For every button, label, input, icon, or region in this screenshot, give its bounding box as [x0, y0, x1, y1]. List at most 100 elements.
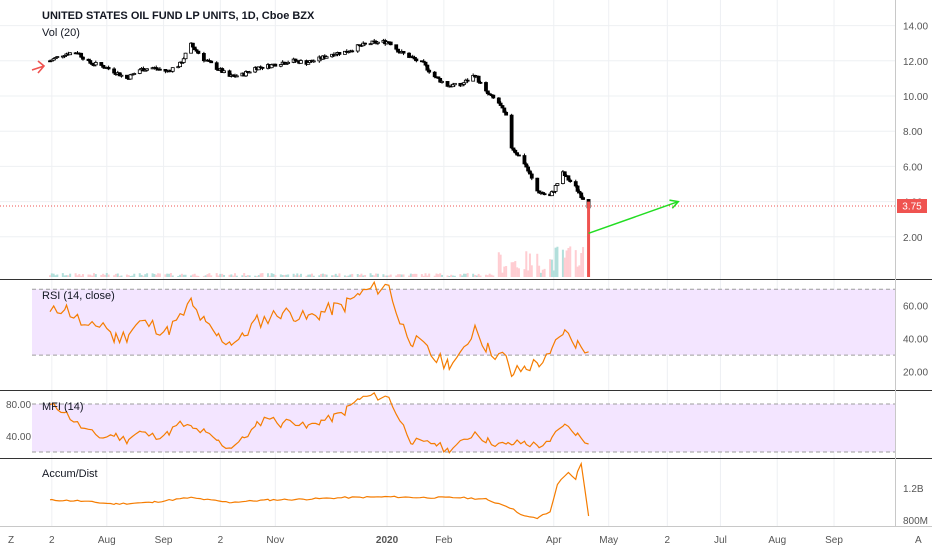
volume-bar — [56, 274, 59, 277]
zoom-reset-button[interactable]: Z — [8, 535, 14, 546]
volume-bar — [514, 261, 517, 277]
candle-body — [509, 114, 514, 149]
volume-bar — [561, 249, 564, 277]
volume-bar — [169, 273, 172, 277]
volume-bar — [549, 259, 552, 277]
candle-body — [222, 70, 226, 73]
mfi-axis[interactable]: 80.00 40.00 — [6, 400, 31, 443]
candle-body — [190, 42, 195, 48]
volume-bar — [420, 274, 423, 277]
final-bar — [587, 201, 591, 277]
candle-body — [192, 46, 197, 51]
price-pane[interactable]: UNITED STATES OIL FUND LP UNITS, 1D, Cbo… — [0, 10, 895, 277]
volume-bar — [466, 273, 469, 277]
volume-bar — [505, 266, 508, 277]
time-tick-label: Jul — [714, 535, 727, 546]
candle-body — [423, 61, 428, 66]
auto-scale-button[interactable]: A — [915, 535, 922, 546]
volume-bar — [140, 274, 143, 277]
rsi-axis[interactable]: 60.00 40.00 20.00 — [903, 302, 928, 379]
rsi-line — [49, 280, 589, 378]
mfi-pane[interactable]: MFI (14) — [32, 392, 895, 454]
rsi-band — [32, 289, 895, 356]
volume-bar — [296, 273, 299, 277]
price-tick-label: 12.00 — [903, 57, 928, 68]
volume-bar — [446, 275, 449, 277]
volume-bar — [76, 275, 79, 277]
volume-bar — [228, 274, 231, 277]
time-tick-label: 2 — [665, 535, 671, 546]
volume-bar — [360, 273, 363, 277]
volume-bar — [539, 272, 542, 277]
volume-bar — [257, 275, 260, 277]
candle-body — [388, 41, 393, 46]
time-axis[interactable]: 2 Aug Sep 2 Nov 2020 Feb Apr May 2 Jul Aug Sep — [49, 535, 843, 546]
candle-body — [337, 52, 342, 55]
last-price-tag: 3.75 — [897, 199, 927, 213]
volume-bar — [318, 275, 321, 277]
volume-label: Vol (20) — [42, 27, 80, 39]
annotation-arrow[interactable] — [588, 199, 680, 234]
volume-bar — [215, 273, 218, 277]
volume-bar — [193, 273, 196, 277]
volume-bar — [512, 262, 515, 277]
volume-bar — [195, 275, 198, 277]
candle-body — [401, 50, 406, 54]
annotation-arrow-head — [669, 199, 680, 209]
volume-bar — [527, 270, 530, 277]
volume-bar — [475, 275, 478, 277]
volume-bar — [153, 273, 156, 277]
volume-bar — [382, 274, 385, 277]
accum-dist-pane[interactable]: Accum/Dist — [42, 461, 590, 520]
candle-body — [88, 60, 93, 64]
axis-tick-label: 60.00 — [903, 302, 928, 313]
volume-bar — [223, 274, 226, 277]
accum-dist-axis[interactable]: 1.2B 800M — [903, 484, 928, 527]
volume-bar — [490, 274, 493, 277]
volume-bar — [452, 275, 455, 277]
volume-bar — [164, 274, 167, 277]
volume-bar — [191, 274, 194, 277]
volume-bar — [81, 274, 84, 277]
volume-bar — [261, 273, 264, 277]
volume-bar — [334, 273, 337, 277]
volume-bar — [345, 275, 348, 277]
volume-bar — [219, 273, 222, 277]
volume-bar — [133, 273, 136, 277]
volume-bar — [146, 273, 149, 277]
volume-bar — [116, 273, 119, 277]
rsi-pane[interactable]: RSI (14, close) — [32, 280, 895, 378]
volume-bars — [49, 246, 590, 277]
volume-bar — [497, 252, 500, 277]
candle-body — [363, 42, 367, 45]
volume-bar — [204, 275, 207, 277]
volume-bar — [105, 273, 108, 277]
volume-bar — [426, 275, 429, 277]
axis-tick-label: 40.00 — [903, 335, 928, 346]
volume-bar — [574, 250, 577, 277]
volume-bar — [332, 275, 335, 277]
volume-bar — [266, 273, 269, 277]
volume-bar — [435, 273, 438, 277]
accum-dist-label: Accum/Dist — [42, 468, 98, 480]
volume-bar — [235, 275, 238, 277]
volume-bar — [525, 251, 528, 277]
volume-bar — [67, 275, 70, 277]
volume-bar — [268, 275, 271, 277]
price-tick-label: 2.00 — [903, 233, 923, 244]
candle-body — [158, 68, 162, 71]
volume-bar — [287, 274, 290, 277]
volume-bar — [364, 274, 367, 277]
volume-bar — [100, 274, 103, 277]
volume-bar — [151, 273, 154, 277]
candle-body — [465, 79, 470, 82]
volume-bar — [375, 273, 378, 277]
volume-bar — [245, 275, 248, 277]
volume-bar — [321, 273, 324, 277]
volume-bar — [499, 254, 502, 277]
volume-bar — [234, 273, 237, 277]
volume-bar — [398, 274, 401, 277]
volume-bar — [386, 275, 389, 277]
volume-bar — [281, 274, 284, 277]
volume-bar — [202, 275, 205, 277]
